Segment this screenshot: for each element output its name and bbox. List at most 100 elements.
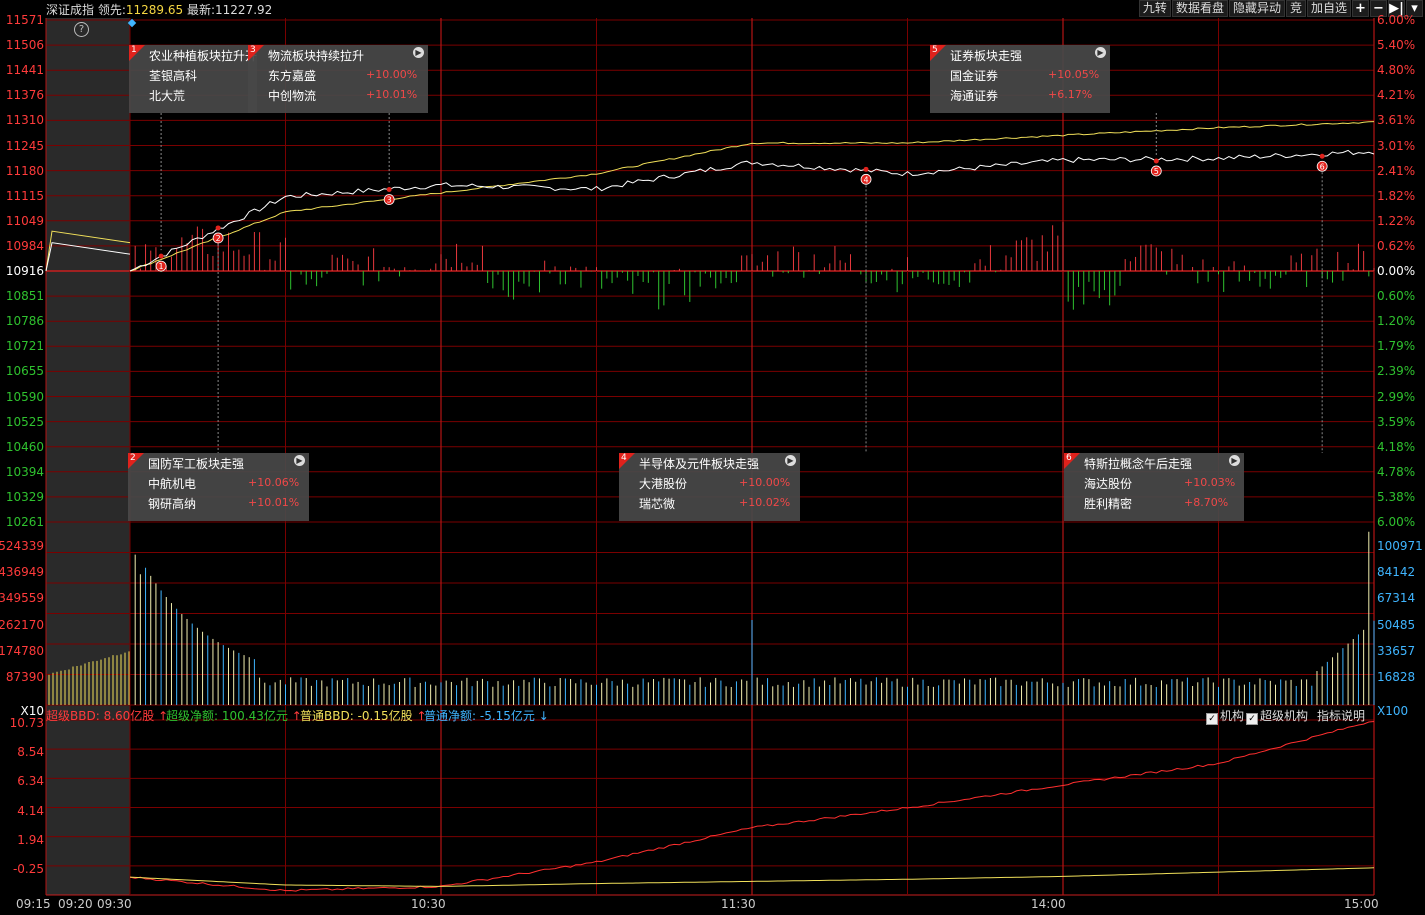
callout-6[interactable]: 6 特斯拉概念午后走强 ▶ 海达股份 +10.03% 胜利精密 +8.70% — [1064, 453, 1244, 521]
price-axis-label: 11310 — [5, 113, 44, 128]
callout-expand-icon[interactable]: ▶ — [1229, 455, 1240, 466]
percent-axis-label: 4.78% — [1377, 464, 1416, 479]
event-point — [863, 166, 869, 172]
percent-axis-label: 6.00% — [1377, 515, 1416, 529]
percent-axis-label: 1.20% — [1377, 314, 1416, 329]
bbd-axis-label: 8.54 — [17, 745, 44, 760]
event-marker — [212, 232, 224, 244]
callout-stock-name: 国金证券 — [950, 69, 999, 83]
callout-expand-icon[interactable]: ▶ — [1095, 47, 1106, 58]
callout-badge-number: 1 — [131, 45, 137, 55]
price-axis-label: 10851 — [5, 289, 44, 304]
event-marker — [1150, 165, 1162, 177]
callout-stock-name: 荃银高科 — [149, 69, 198, 83]
super-institution-label: 超级机构 — [1260, 709, 1309, 723]
callout-stock-change: +10.01% — [366, 88, 418, 101]
up-arrow-icon: ↑ — [291, 709, 302, 723]
bbd-axis-label: -0.25 — [12, 861, 44, 876]
add-watchlist-button[interactable]: 加自选 — [1306, 0, 1351, 17]
percent-axis-label: 1.79% — [1377, 339, 1416, 354]
price-axis-label: 11049 — [5, 213, 44, 228]
price-axis-label: 11571 — [5, 13, 44, 27]
up-arrow-icon: ↑ — [158, 709, 169, 723]
percent-axis-label: 5.38% — [1377, 489, 1416, 504]
volume-axis-label: 174780 — [0, 643, 44, 658]
data-watch-button[interactable]: 数据看盘 — [1171, 0, 1228, 17]
checkbox-checked-icon[interactable]: ✓ — [1246, 713, 1258, 725]
callout-expand-icon[interactable]: ▶ — [785, 455, 796, 466]
hide-alerts-button[interactable]: 隐藏异动 — [1228, 0, 1285, 17]
callout-badge — [248, 45, 264, 61]
institution-checkbox[interactable]: ✓ 机构 — [1206, 707, 1244, 725]
preopen-price-line — [45, 242, 131, 272]
percent-axis-label: 1.82% — [1377, 188, 1416, 203]
auction-button[interactable]: 竞 — [1285, 0, 1306, 17]
callout-stock-name: 瑞芯微 — [639, 497, 676, 511]
dropdown-icon[interactable]: ▾ — [1406, 0, 1423, 17]
bbd-axis-label: 10.73 — [9, 716, 44, 730]
event-point — [158, 253, 164, 259]
price-axis-label: 10460 — [5, 439, 44, 454]
callout-stock-name: 胜利精密 — [1084, 497, 1133, 511]
callout-badge — [128, 453, 144, 469]
event-marker — [1316, 160, 1328, 172]
price-axis-label: 11376 — [5, 88, 44, 103]
checkbox-checked-icon[interactable]: ✓ — [1206, 713, 1218, 725]
callout-expand-icon[interactable]: ▶ — [413, 47, 424, 58]
bbd-axis-label: 4.14 — [17, 803, 44, 818]
percent-axis-label: 2.99% — [1377, 389, 1416, 404]
volume-right-axis-label: 100971 — [1377, 539, 1423, 554]
callout-4[interactable]: 4 半导体及元件板块走强 ▶ 大港股份 +10.00% 瑞芯微 +10.02% — [619, 453, 800, 521]
callout-2[interactable]: 2 国防军工板块走强 ▶ 中航机电 +10.06% 钢研高纳 +10.01% — [128, 453, 309, 521]
price-axis-label: 10590 — [5, 389, 44, 404]
percent-axis-label: 4.80% — [1377, 63, 1416, 78]
price-axis-label: 10786 — [5, 314, 44, 329]
nine-turn-button[interactable]: 九转 — [1138, 0, 1171, 17]
percent-axis-label: 5.40% — [1377, 38, 1416, 53]
price-axis-label: 10329 — [5, 489, 44, 504]
normal-bbd-line — [129, 867, 1375, 887]
skip-end-icon[interactable]: ▶| — [1388, 0, 1405, 17]
indicator-help-link[interactable]: 指标说明 — [1317, 709, 1366, 723]
callout-5[interactable]: 5 证券板块走强 ▶ 国金证券 +10.05% 海通证券 +6.17% — [930, 45, 1110, 113]
callout-badge-number: 6 — [1066, 453, 1072, 463]
callout-stock-change: +10.05% — [1048, 68, 1100, 81]
price-axis-label: 10261 — [5, 515, 44, 529]
help-icon[interactable]: ? — [74, 22, 89, 37]
volume-right-axis-label: X100 — [1377, 704, 1409, 718]
percent-axis-label: 3.59% — [1377, 414, 1416, 429]
price-axis-label: 11180 — [5, 163, 44, 178]
volume-right-axis-label: 50485 — [1377, 617, 1416, 632]
event-point — [386, 187, 392, 193]
event-point — [1153, 158, 1159, 164]
callout-expand-icon[interactable]: ▶ — [294, 455, 305, 466]
super-net-value: 超级净额: 100.43亿元 — [166, 709, 288, 723]
minus-icon[interactable]: − — [1370, 0, 1387, 17]
event-marker-number: 1 — [159, 262, 164, 271]
callout-3[interactable]: 3 物流板块持续拉升 ▶ 东方嘉盛 +10.00% 中创物流 +10.01% — [248, 45, 428, 113]
price-axis-label: 10525 — [5, 414, 44, 429]
callout-badge — [1064, 453, 1080, 469]
plus-icon[interactable]: + — [1352, 0, 1369, 17]
latest-label: 最新: — [186, 3, 216, 17]
volume-right-axis-label: 84142 — [1377, 565, 1416, 580]
down-arrow-icon: ↓ — [538, 709, 549, 723]
percent-axis-label: 3.61% — [1377, 113, 1416, 128]
price-axis-label: 11441 — [5, 63, 44, 78]
super-institution-checkbox[interactable]: ✓ 超级机构 — [1246, 707, 1308, 725]
callout-badge-number: 4 — [621, 453, 627, 463]
callout-stock-name: 大港股份 — [639, 477, 688, 491]
percent-axis-label: 3.01% — [1377, 138, 1416, 153]
event-marker-number: 6 — [1320, 162, 1325, 171]
price-axis-label: 11506 — [5, 38, 44, 53]
callout-badge-number: 3 — [250, 45, 256, 55]
callout-stock-name: 中航机电 — [148, 477, 197, 491]
volume-right-axis-label: 33657 — [1377, 643, 1416, 658]
percent-axis-label: 0.60% — [1377, 289, 1416, 304]
super-bbd-value: 超级BBD: 8.60亿股 — [46, 709, 155, 723]
callout-1[interactable]: 1 农业种植板块拉升开 荃银高科 北大荒 — [129, 45, 257, 113]
latest-value: 11227.92 — [215, 3, 273, 17]
volume-right-axis-label: 67314 — [1377, 591, 1416, 606]
event-marker-number: 2 — [216, 234, 221, 243]
toolbar-buttons: 九转 数据看盘 隐藏异动 竞 加自选 + − ▶| ▾ — [1138, 0, 1423, 17]
